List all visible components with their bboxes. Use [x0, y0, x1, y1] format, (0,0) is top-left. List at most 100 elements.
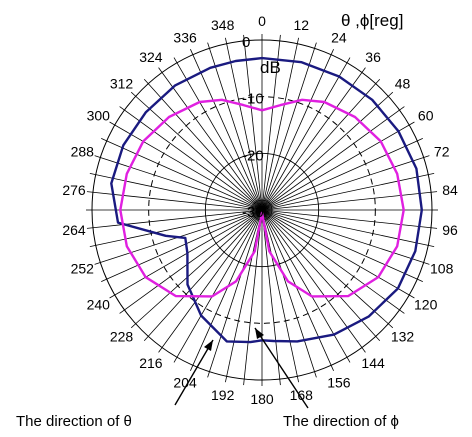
angle-tick-label: 36 — [365, 49, 381, 65]
outer-tick — [101, 138, 107, 142]
radial-spoke — [261, 54, 332, 211]
radial-spoke — [261, 209, 410, 296]
angle-tick-label: 312 — [110, 76, 134, 92]
radial-spoke — [261, 209, 363, 348]
radial-tick-label: -10 — [242, 91, 264, 108]
angle-tick-label: 240 — [87, 297, 111, 313]
angle-tick-label: 276 — [62, 182, 86, 198]
radial-spoke — [261, 48, 315, 211]
angle-tick-label: 252 — [71, 260, 95, 276]
angle-tick-label: 144 — [361, 355, 385, 371]
outer-tick — [296, 376, 299, 383]
outer-tick — [428, 244, 435, 247]
radial-spoke — [176, 62, 263, 211]
radial-spoke — [161, 72, 263, 211]
radial-spoke — [209, 48, 263, 211]
radial-spoke — [261, 209, 315, 372]
outer-tick — [314, 371, 317, 378]
radial-spoke — [192, 54, 263, 211]
radial-spoke — [261, 174, 429, 211]
radial-spoke — [92, 209, 263, 229]
series-2-line — [119, 98, 405, 298]
outer-tick — [143, 336, 149, 342]
radial-unit-label: dB — [260, 58, 281, 77]
polar-grid — [86, 34, 438, 386]
angle-tick-label: 336 — [173, 29, 197, 45]
grid-ring — [148, 96, 376, 324]
grid-ring — [261, 209, 263, 211]
outer-tick — [94, 262, 101, 265]
annotation-phi: The direction of ϕ — [283, 413, 399, 430]
outer-tick — [190, 365, 194, 371]
angle-tick-label: 0 — [258, 13, 266, 29]
angle-tick-label: 84 — [442, 182, 458, 198]
radial-spoke — [261, 191, 432, 211]
radial-spoke — [209, 209, 263, 372]
outer-tick — [94, 155, 101, 158]
outer-tick — [225, 37, 228, 44]
radial-spoke — [261, 40, 281, 211]
outer-tick — [207, 371, 210, 378]
angle-axis-label: θ ,ϕ[reg] — [341, 11, 403, 30]
radial-spoke — [135, 95, 263, 211]
angle-tick-label: 348 — [211, 17, 235, 33]
outer-tick — [330, 365, 334, 371]
grid-ring — [91, 39, 433, 381]
outer-tick — [279, 379, 281, 386]
outer-tick — [330, 49, 334, 55]
annotation-arrowhead-phi — [255, 328, 264, 339]
radial-spoke — [124, 109, 263, 211]
radial-spoke — [261, 43, 298, 211]
radial-spoke — [261, 209, 400, 311]
radial-spoke — [243, 209, 263, 380]
angle-tick-label: 168 — [290, 387, 314, 403]
outer-tick — [109, 294, 115, 299]
outer-tick — [399, 309, 405, 314]
annotation-layer: The direction of θ The direction of ϕ — [16, 327, 399, 430]
radial-spoke — [261, 83, 377, 211]
series-layer — [110, 56, 423, 344]
angle-tick-label: 96 — [442, 222, 458, 238]
outer-tick — [158, 67, 163, 73]
series-1-line — [110, 56, 423, 344]
angle-tick-label: 60 — [418, 108, 434, 124]
annotation-theta: The direction of θ — [16, 413, 132, 430]
outer-tick — [86, 227, 93, 229]
radial-spoke — [261, 209, 424, 263]
radial-spoke — [261, 140, 418, 211]
outer-tick — [119, 309, 125, 314]
angle-tick-label: 300 — [87, 108, 111, 124]
annotation-arrowhead-theta — [204, 340, 213, 351]
radial-spoke — [261, 209, 377, 337]
outer-tick — [243, 379, 245, 386]
outer-tick — [158, 347, 163, 353]
outer-tick — [119, 106, 125, 111]
radial-spoke — [243, 40, 263, 211]
angle-tick-label: 216 — [139, 355, 163, 371]
outer-tick — [417, 138, 423, 142]
radial-spoke — [261, 209, 418, 280]
outer-tick — [143, 78, 149, 84]
radial-tick-label: -30 — [242, 204, 264, 221]
annotation-arrow-phi — [254, 327, 309, 409]
radial-spoke — [261, 157, 424, 211]
angle-tick-label: 48 — [395, 76, 411, 92]
outer-tick — [190, 49, 194, 55]
radial-spoke — [135, 209, 263, 325]
angle-tick-label: 108 — [430, 260, 454, 276]
outer-tick — [225, 376, 228, 383]
radial-spoke — [114, 124, 263, 211]
outer-tick — [173, 57, 178, 63]
angle-tick-label: 324 — [139, 49, 163, 65]
outer-tick — [375, 336, 381, 342]
grid-ring — [204, 152, 320, 268]
radial-tick-label: 0 — [242, 34, 250, 51]
radial-spoke — [261, 109, 400, 211]
angle-tick-label: 12 — [294, 17, 310, 33]
angle-tick-label: 72 — [434, 144, 450, 160]
outer-tick — [361, 67, 366, 73]
radial-spoke — [261, 62, 348, 211]
outer-tick — [89, 173, 96, 176]
radial-spoke — [261, 124, 410, 211]
angle-tick-label: 264 — [62, 222, 86, 238]
